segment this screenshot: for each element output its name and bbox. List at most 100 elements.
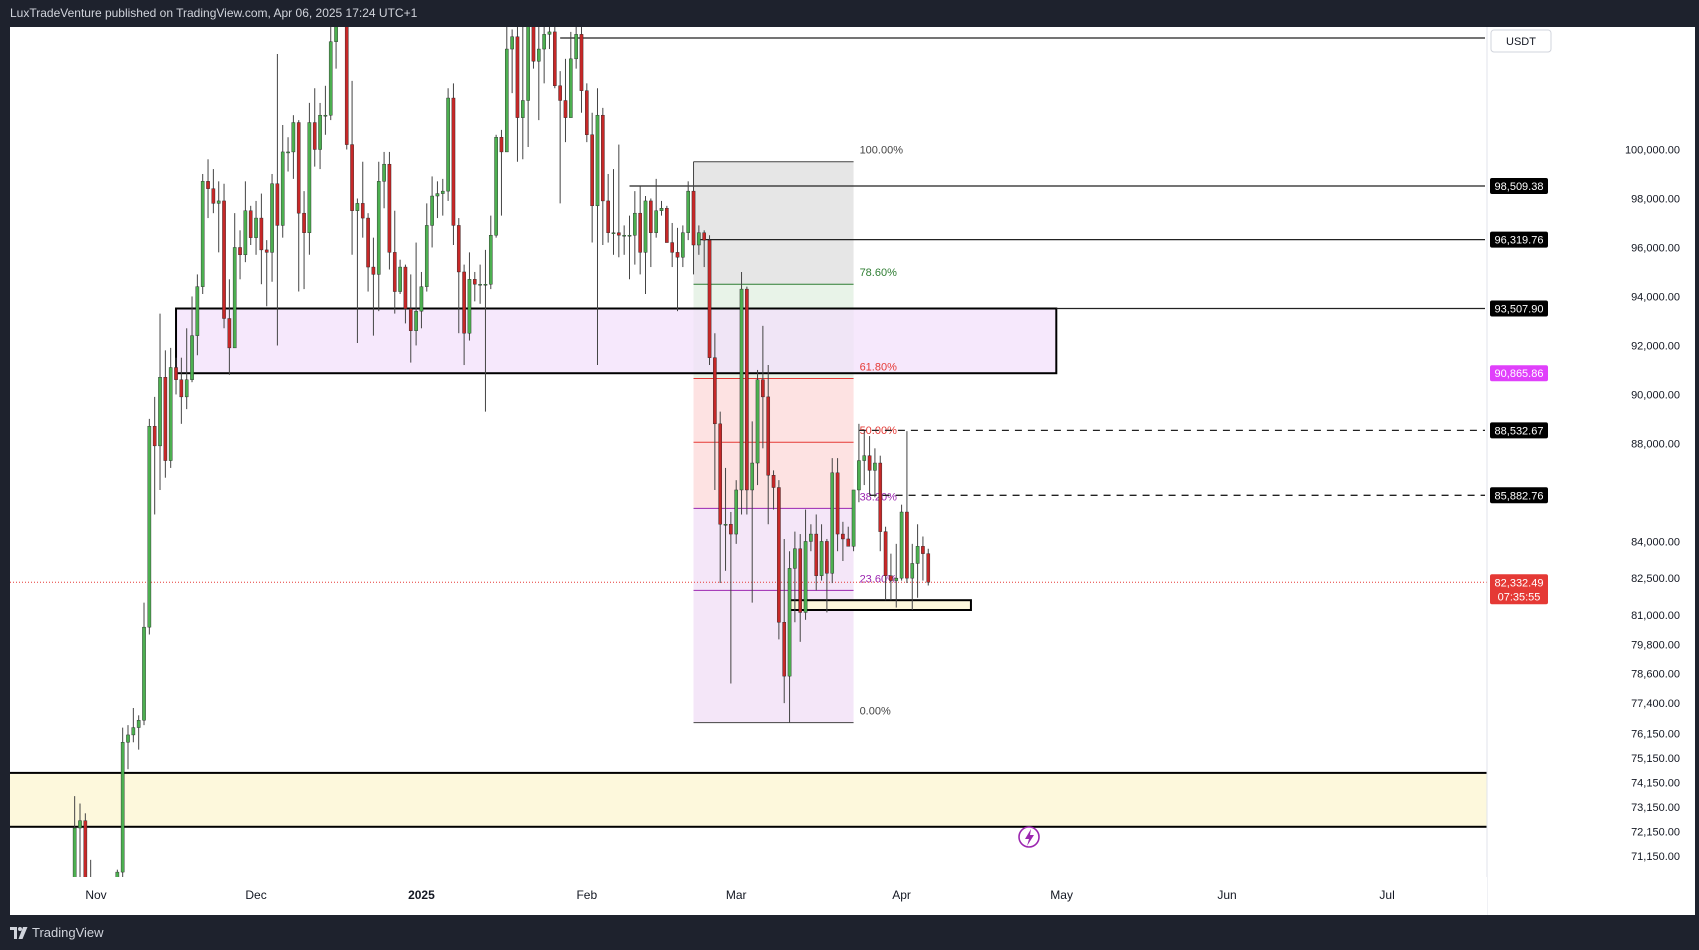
candle[interactable] [115,869,120,915]
candle[interactable] [697,225,701,255]
candle[interactable] [334,27,338,69]
candle[interactable] [851,489,856,552]
candle[interactable] [633,191,637,265]
candle[interactable] [793,531,797,623]
lightning-icon[interactable] [1018,826,1040,848]
candle[interactable] [606,173,610,243]
candle[interactable] [659,200,664,216]
support-box[interactable] [788,599,972,611]
candle[interactable] [905,431,909,584]
currency-box[interactable] [1490,29,1552,53]
candle[interactable] [270,173,274,282]
candle[interactable] [835,458,840,552]
candle[interactable] [163,350,168,478]
candle[interactable] [510,29,514,94]
candle[interactable] [120,727,125,877]
candle[interactable] [302,191,306,290]
candle[interactable] [190,296,194,383]
candle[interactable] [803,509,808,620]
candle[interactable] [174,357,178,395]
candle[interactable] [563,58,568,143]
current-price-tag[interactable]: 82,332.49 07:35:55 [1490,574,1548,605]
candle[interactable] [483,249,488,412]
candle[interactable] [291,115,296,179]
candle[interactable] [184,328,189,410]
candle[interactable] [915,524,920,598]
candle[interactable] [376,161,381,312]
candle[interactable] [627,215,632,280]
candle[interactable] [542,27,546,84]
candle[interactable] [350,80,354,255]
candle[interactable] [857,423,861,503]
candle[interactable] [446,88,450,201]
candle[interactable] [761,325,765,449]
candle[interactable] [702,230,706,268]
candle[interactable] [537,27,541,121]
candle[interactable] [179,357,184,424]
candle[interactable] [846,526,851,547]
candle[interactable] [713,333,717,490]
candle[interactable] [649,198,653,268]
time-scale[interactable] [10,877,1487,915]
candlestick-chart[interactable]: 100.00%78.60%61.80%50.00%38.20%23.60%0.0… [10,27,1695,915]
candle[interactable] [168,347,173,468]
candle[interactable] [296,120,301,292]
candle[interactable] [286,137,290,172]
candle[interactable] [691,161,696,275]
plot-layer[interactable]: 100.00%78.60%61.80%50.00%38.20%23.60%0.0… [10,27,1515,915]
candle[interactable] [78,803,82,885]
candle[interactable] [312,88,317,167]
candle[interactable] [809,524,813,552]
candle[interactable] [585,83,589,143]
candle[interactable] [195,274,200,356]
candle[interactable] [152,396,157,515]
candle[interactable] [403,264,408,324]
candle[interactable] [590,112,594,243]
candle[interactable] [782,538,787,704]
candle[interactable] [328,27,333,121]
candle[interactable] [254,200,258,255]
candle[interactable] [878,455,883,552]
candle[interactable] [222,183,226,329]
candle[interactable] [531,27,536,69]
candle[interactable] [553,27,557,89]
candle[interactable] [686,181,690,241]
candle[interactable] [243,181,248,263]
candle[interactable] [825,538,829,613]
candle[interactable] [83,813,88,909]
candle[interactable] [601,107,605,246]
candle[interactable] [499,129,504,216]
candle[interactable] [574,27,578,69]
candle[interactable] [360,161,365,238]
candle[interactable] [739,271,744,515]
candle[interactable] [366,213,370,292]
candle[interactable] [344,27,349,150]
line-93507-tag[interactable]: 93,507.90 [1490,300,1548,317]
candle[interactable] [275,53,280,346]
candle[interactable] [478,264,482,304]
candle[interactable] [526,27,530,148]
candle[interactable] [504,27,509,153]
candle[interactable] [670,222,674,268]
candle[interactable] [787,551,792,723]
candle[interactable] [318,102,322,170]
candle[interactable] [232,213,237,349]
candle[interactable] [729,512,733,684]
candle[interactable] [355,198,360,343]
line-85882-tag[interactable]: 85,882.76 [1490,487,1548,504]
candle[interactable] [899,504,904,581]
candle[interactable] [926,548,931,586]
candle[interactable] [750,421,755,603]
candle[interactable] [777,480,781,640]
candle[interactable] [398,259,402,295]
candle[interactable] [488,215,493,290]
tradingview-brand[interactable]: TradingView [10,925,104,940]
candle[interactable] [867,436,872,495]
candle[interactable] [89,859,92,915]
price-scale[interactable] [1487,27,1695,915]
candle[interactable] [921,536,925,581]
candle[interactable] [136,715,141,750]
candle[interactable] [910,543,915,610]
candle[interactable] [259,193,264,285]
zone-top-tag[interactable]: 90,865.86 [1490,365,1548,382]
